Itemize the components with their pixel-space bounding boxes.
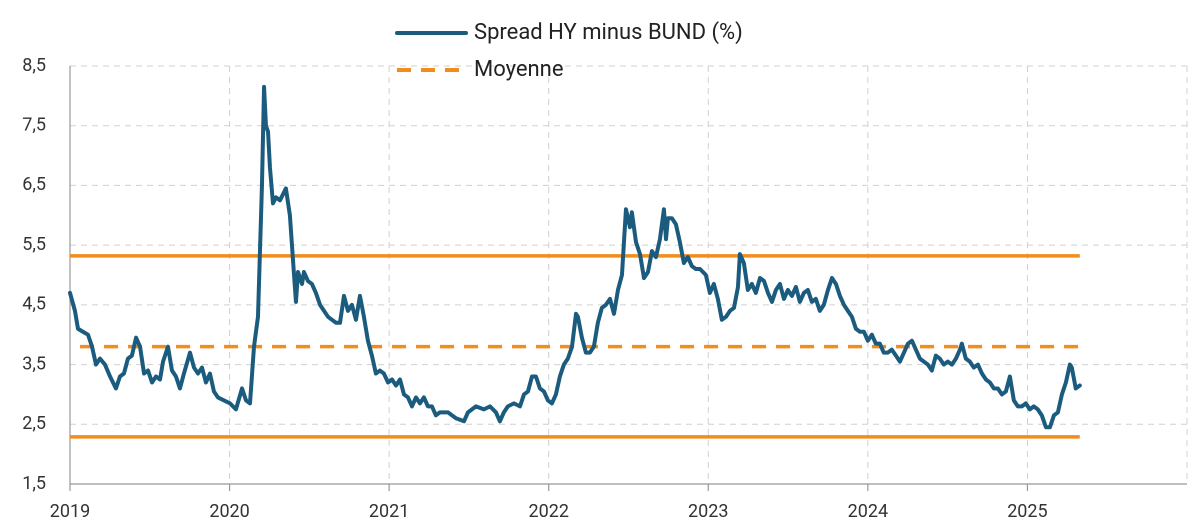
x-tick-label: 2019 bbox=[50, 501, 90, 522]
y-tick-label: 8,5 bbox=[22, 55, 46, 76]
y-tick-label: 2,5 bbox=[22, 413, 46, 434]
y-tick-label: 4,5 bbox=[22, 294, 46, 315]
y-tick-label: 7,5 bbox=[22, 114, 46, 135]
x-tick-label: 2020 bbox=[209, 501, 249, 522]
legend-label: Moyenne bbox=[474, 57, 564, 82]
x-tick-label: 2021 bbox=[369, 501, 409, 522]
y-tick-label: 6,5 bbox=[22, 174, 46, 195]
x-tick-label: 2025 bbox=[1007, 501, 1047, 522]
y-tick-label: 5,5 bbox=[22, 234, 46, 255]
y-tick-label: 1,5 bbox=[22, 473, 46, 494]
x-tick-label: 2022 bbox=[528, 501, 568, 522]
series-line bbox=[68, 84, 1082, 430]
y-tick-label: 3,5 bbox=[22, 353, 46, 374]
legend-label: Spread HY minus BUND (%) bbox=[474, 20, 743, 45]
x-tick-label: 2024 bbox=[848, 501, 888, 522]
x-tick-label: 2023 bbox=[688, 501, 728, 522]
